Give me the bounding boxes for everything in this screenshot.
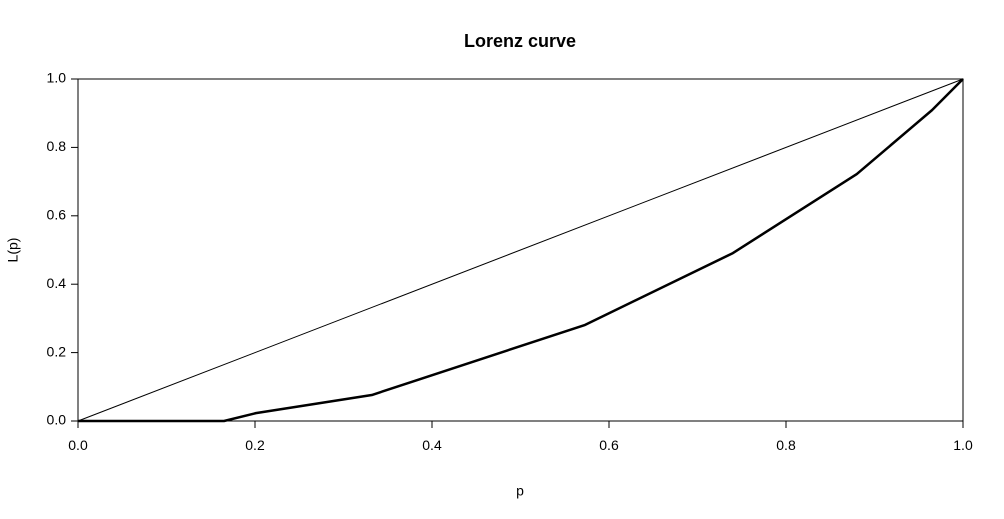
x-tick-label: 0.8 bbox=[776, 437, 796, 453]
x-tick-label: 0.6 bbox=[599, 437, 619, 453]
y-tick-label: 0.2 bbox=[47, 343, 67, 359]
x-tick-label: 0.2 bbox=[245, 437, 265, 453]
y-axis-title: L(p) bbox=[5, 238, 21, 263]
equality-line bbox=[77, 78, 964, 422]
x-axis-title: p bbox=[516, 483, 524, 499]
y-tick-label: 1.0 bbox=[47, 70, 67, 86]
x-tick-label: 1.0 bbox=[953, 437, 973, 453]
lorenz-line bbox=[78, 78, 964, 423]
x-tick-label: 0.4 bbox=[422, 437, 442, 453]
y-tick-label: 0.6 bbox=[47, 207, 67, 223]
chart-title: Lorenz curve bbox=[464, 31, 576, 51]
y-tick-label: 0.0 bbox=[47, 412, 67, 428]
x-tick-label: 0.0 bbox=[68, 437, 88, 453]
y-tick-label: 0.4 bbox=[47, 275, 67, 291]
plot-frame bbox=[77, 78, 964, 422]
y-tick-label: 0.8 bbox=[47, 138, 67, 154]
